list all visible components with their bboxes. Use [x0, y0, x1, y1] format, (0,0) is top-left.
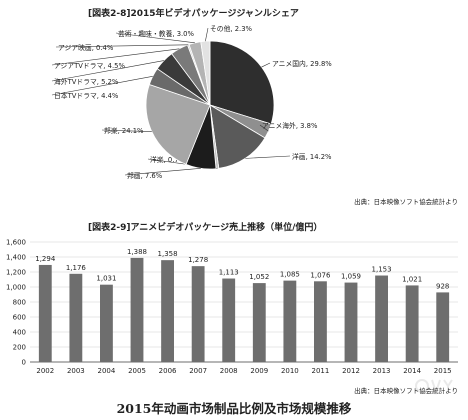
- bar-value-label: 1,085: [280, 271, 300, 279]
- x-tick-label: 2004: [98, 367, 116, 375]
- pie-slice-label: その他, 2.3%: [210, 24, 253, 33]
- bar-value-label: 928: [436, 282, 449, 290]
- y-tick-label: 200: [13, 344, 26, 352]
- bar: [69, 273, 83, 362]
- y-tick-label: 1,400: [6, 254, 26, 262]
- x-tick-label: 2012: [342, 367, 360, 375]
- figure-caption: 2015年动画市场制品比例及市场规模推移: [116, 401, 352, 416]
- pie-slice-label: 芸術・趣味・教養, 3.0%: [118, 29, 195, 38]
- x-tick-label: 2007: [189, 367, 207, 375]
- pie-leader-line: [124, 168, 201, 176]
- bar-value-label: 1,294: [35, 255, 56, 263]
- pie-leader-line: [55, 44, 189, 48]
- bar-chart-title: [図表2-9]アニメビデオパッケージ売上推移（単位/億円）: [88, 223, 323, 233]
- x-tick-label: 2013: [373, 367, 391, 375]
- y-tick-label: 800: [13, 299, 26, 307]
- bar-value-label: 1,031: [96, 275, 116, 283]
- x-tick-label: 2011: [312, 367, 330, 375]
- y-tick-label: 0: [22, 359, 26, 367]
- bar-chart: 0 200 400 600 800 1,000 1,200 1,400 1,600 1,294 20…: [6, 239, 458, 375]
- bar: [252, 283, 266, 362]
- bar: [283, 280, 297, 362]
- pie-source-note: 出典：日本映像ソフト協会統計より: [354, 198, 458, 206]
- pie-slice: [200, 40, 211, 106]
- pie-leader-line: [51, 76, 153, 96]
- pie-slice: [209, 40, 275, 125]
- bar: [436, 292, 450, 362]
- bar-value-label: 1,153: [372, 266, 392, 274]
- y-tick-label: 1,200: [6, 269, 26, 277]
- x-tick-label: 2006: [159, 367, 177, 375]
- x-tick-label: 2009: [250, 367, 268, 375]
- pie-leader-line: [261, 62, 271, 68]
- y-tick-label: 1,600: [6, 239, 26, 247]
- pie-slice-label: アニメ国内, 29.8%: [272, 59, 332, 68]
- y-tick-label: 1,000: [6, 284, 26, 292]
- pie-leader-line: [115, 32, 195, 44]
- bar: [100, 284, 113, 362]
- bar-value-label: 1,059: [341, 273, 361, 281]
- bar: [191, 266, 205, 362]
- pie-leader-line: [51, 48, 180, 66]
- bar: [405, 285, 419, 362]
- x-tick-label: 2015: [434, 367, 452, 375]
- bar-value-label: 1,113: [219, 269, 239, 277]
- pie-slice: [209, 104, 266, 169]
- bar-value-label: 1,052: [249, 273, 269, 281]
- pie-leader-line: [259, 124, 269, 132]
- pie-leader-line: [245, 155, 291, 159]
- pie-leader-line: [101, 129, 152, 133]
- x-tick-label: 2014: [403, 367, 421, 375]
- pie-slice-label: 日本TVドラマ, 4.4%: [54, 91, 119, 100]
- bar-value-label: 1,176: [66, 264, 87, 272]
- bar-value-label: 1,358: [158, 250, 178, 258]
- bar: [38, 264, 52, 362]
- pie-leader-line: [51, 60, 164, 82]
- pie-slice-label: 洋画, 14.2%: [292, 152, 332, 161]
- pie-slice-label: 邦楽, 24.1%: [104, 126, 144, 135]
- bar-value-label: 1,021: [402, 275, 422, 283]
- bar-value-label: 1,076: [310, 271, 331, 279]
- bar: [375, 275, 388, 362]
- pie-slice-label: 海外TVドラマ, 5.2%: [54, 77, 119, 86]
- x-tick-label: 2008: [220, 367, 238, 375]
- bar: [314, 281, 327, 362]
- x-tick-label: 2003: [67, 367, 85, 375]
- x-tick-label: 2010: [281, 367, 299, 375]
- pie-leader-line: [205, 27, 209, 42]
- pie-chart: アニメ国内, 29.8% アニメ海外, 3.8% 洋画, 14.2% 洋楽, 0.7%…: [51, 24, 332, 180]
- watermark-logo: [415, 379, 453, 396]
- y-tick-label: 600: [13, 314, 26, 322]
- pie-slice-label: アジア映画, 0.4%: [58, 43, 114, 52]
- pie-slice-label: 洋楽, 0.7%: [150, 155, 186, 164]
- bar-value-label: 1,278: [188, 256, 208, 264]
- pie-slice-label: アニメ海外, 3.8%: [262, 121, 318, 130]
- y-tick-label: 400: [13, 329, 26, 337]
- bar: [130, 257, 144, 362]
- x-tick-label: 2002: [36, 367, 54, 375]
- pie-chart-title: [図表2-8]2015年ビデオパッケージジャンルシェア: [88, 9, 299, 19]
- pie-slice-label: 邦画, 7.6%: [127, 171, 163, 180]
- pie-slice-label: アジアTVドラマ, 4.5%: [54, 62, 125, 70]
- bar: [161, 260, 174, 362]
- bar: [344, 282, 358, 362]
- pie-slice: [145, 83, 211, 165]
- bar-source-note: 出典：日本映像ソフト協会統計より: [354, 387, 458, 395]
- bar: [222, 278, 236, 362]
- bar-value-label: 1,388: [127, 248, 147, 256]
- x-tick-label: 2005: [128, 367, 146, 375]
